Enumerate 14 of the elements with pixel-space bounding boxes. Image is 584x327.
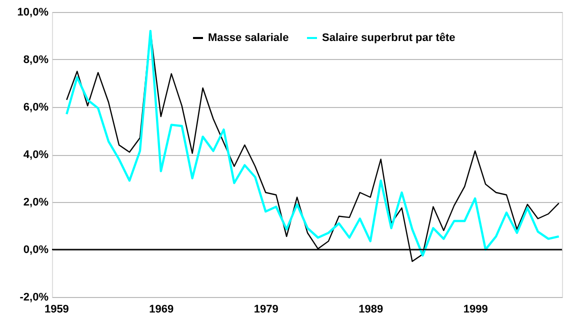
legend-label: Salaire superbrut par tête bbox=[322, 32, 456, 44]
y-tick-label: 10,0% bbox=[17, 6, 49, 18]
y-tick-label: 0,0% bbox=[23, 244, 49, 256]
y-tick-label: 8,0% bbox=[23, 54, 49, 66]
x-tick-label: 1969 bbox=[149, 304, 174, 316]
x-tick-label: 1999 bbox=[463, 304, 488, 316]
legend-label: Masse salariale bbox=[208, 32, 289, 44]
x-tick-label: 1979 bbox=[254, 304, 278, 316]
y-tick-label: 4,0% bbox=[23, 149, 49, 161]
y-tick-label: -2,0% bbox=[20, 292, 49, 304]
y-tick-label: 6,0% bbox=[23, 102, 49, 114]
x-tick-label: 1989 bbox=[358, 304, 384, 316]
y-tick-label: 2,0% bbox=[23, 196, 49, 208]
x-tick-label: 1959 bbox=[44, 304, 69, 316]
